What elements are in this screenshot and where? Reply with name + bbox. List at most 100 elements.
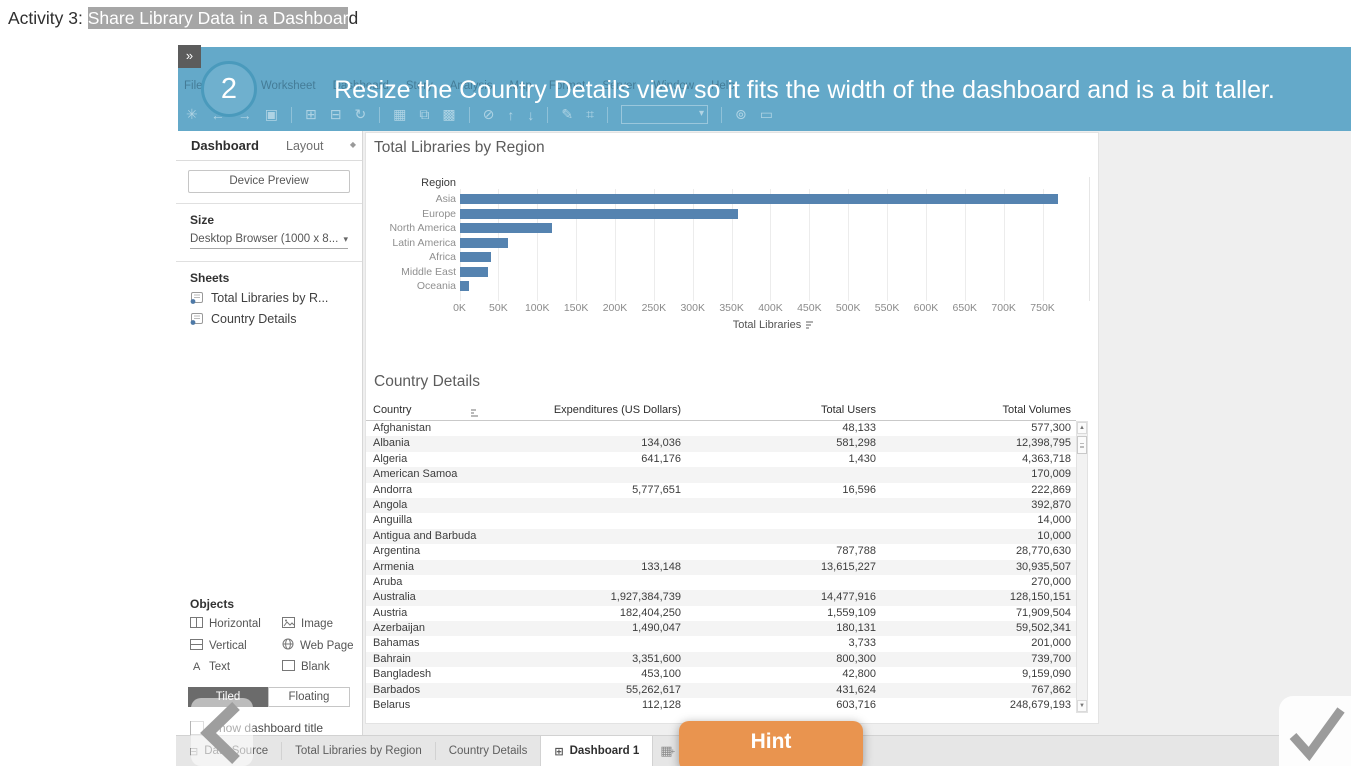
sheet-list-item[interactable]: Country Details <box>190 312 362 326</box>
menu-item-worksheet[interactable]: Worksheet <box>260 80 316 92</box>
table-row[interactable]: Albania 134,036 581,298 12,398,795 <box>366 436 1076 452</box>
size-dropdown[interactable]: Desktop Browser (1000 x 8... ▾ <box>190 233 348 249</box>
floating-button[interactable]: Floating <box>268 687 350 707</box>
object-item-vertical[interactable]: Vertical <box>190 638 282 653</box>
table-row[interactable]: Belarus 112,128 603,716 248,679,193 <box>366 698 1076 713</box>
expand-panel-button[interactable]: » <box>178 45 201 68</box>
chart-tick-label: 750K <box>1030 302 1055 314</box>
tableau-logo-icon[interactable]: ✳ <box>186 106 198 122</box>
chart-bar-north-america[interactable] <box>459 223 552 233</box>
table-row[interactable]: Australia 1,927,384,739 14,477,916 128,150,… <box>366 590 1076 606</box>
table-scrollbar[interactable]: ▲ ▼ <box>1076 421 1088 713</box>
sheet-tab-country-details[interactable]: Country Details <box>436 736 541 766</box>
chart-bar-oceania[interactable] <box>459 281 469 291</box>
sheet-list-item-label: Country Details <box>211 312 297 326</box>
chart-bar-europe[interactable] <box>459 208 738 219</box>
table-row[interactable]: American Samoa 170,009 <box>366 467 1076 483</box>
table-row[interactable]: Antigua and Barbuda 10,000 <box>366 528 1076 545</box>
chart-axis-label[interactable]: Total Libraries <box>459 319 1088 331</box>
menu-item-window[interactable]: Window <box>653 80 695 92</box>
sheet-list-item[interactable]: Total Libraries by R... <box>190 291 362 305</box>
divider <box>176 203 362 204</box>
image-icon <box>282 617 295 631</box>
auto-updates-icon[interactable]: ↻ <box>354 106 367 122</box>
sort-icon[interactable] <box>805 320 814 329</box>
table-row[interactable]: Armenia 133,148 13,615,227 30,935,507 <box>366 559 1076 575</box>
table-row[interactable]: Argentina 787,788 28,770,630 <box>366 544 1076 559</box>
fix-axes-icon[interactable]: ⊚ <box>735 106 747 122</box>
menu-item-server[interactable]: Server <box>602 80 637 92</box>
col-header-country[interactable]: Country <box>373 404 412 416</box>
table-row[interactable]: Azerbaijan 1,490,047 180,131 59,502,341 <box>366 621 1076 637</box>
new-worksheet-icon[interactable]: ▦ + <box>660 743 676 758</box>
table-row[interactable]: Austria 182,404,250 1,559,109 71,909,504 <box>366 606 1076 621</box>
menu-item-file[interactable]: File <box>184 80 203 92</box>
table-cell: 222,869 <box>1031 483 1071 496</box>
table-row[interactable]: Algeria 641,176 1,430 4,363,718 <box>366 452 1076 467</box>
table-row[interactable]: Aruba 270,000 <box>366 575 1076 590</box>
column-sort-icon[interactable] <box>470 407 479 417</box>
table-row[interactable]: Anguilla 14,000 <box>366 513 1076 528</box>
label-icon[interactable]: ⌗ <box>586 106 594 122</box>
toolbar-separator <box>547 106 549 123</box>
menu-item-format[interactable]: Format <box>548 80 586 92</box>
sheet-tab-label: Total Libraries by Region <box>295 745 422 757</box>
chart-bar-africa[interactable] <box>459 252 491 262</box>
highlight-icon[interactable]: ⊘ <box>482 106 495 122</box>
clear-sheet-icon[interactable]: ▩ <box>442 106 456 122</box>
tab-layout[interactable]: Layout <box>286 139 324 153</box>
table-cell: Bangladesh <box>373 668 432 681</box>
chart-tick-label: 0K <box>453 302 466 314</box>
col-header-total-users[interactable]: Total Users <box>820 404 876 416</box>
menu-item-dashboard[interactable]: Dashboard <box>332 80 389 92</box>
scroll-up-icon[interactable]: ▲ <box>1077 422 1087 434</box>
sort-ascending-icon[interactable]: ↑ <box>507 106 515 123</box>
scroll-down-icon[interactable]: ▼ <box>1077 700 1087 712</box>
fit-dropdown[interactable]: ▾ <box>621 105 708 124</box>
save-icon[interactable]: ▣ <box>264 106 278 122</box>
menu-item-map[interactable]: Map <box>509 80 532 92</box>
object-item-image[interactable]: Image <box>282 617 362 631</box>
scrollbar-thumb[interactable] <box>1077 436 1087 454</box>
col-header-total-volumes[interactable]: Total Volumes <box>1002 404 1071 416</box>
previous-step-arrow[interactable] <box>196 700 248 766</box>
table-row[interactable]: Barbados 55,262,617 431,624 767,862 <box>366 682 1076 699</box>
table-row[interactable]: Angola 392,870 <box>366 497 1076 514</box>
object-item-horizontal[interactable]: Horizontal <box>190 617 282 631</box>
hint-button[interactable]: Hint <box>679 721 863 766</box>
device-preview-button[interactable]: Device Preview <box>188 170 350 193</box>
table-row[interactable]: Bahamas 3,733 201,000 <box>366 636 1076 651</box>
table-row[interactable]: Andorra 5,777,651 16,596 222,869 <box>366 483 1076 498</box>
object-item-text[interactable]: A Text <box>190 660 282 674</box>
page-title-prefix: Activity 3: <box>8 8 88 28</box>
collapse-pane-icon[interactable]: ◆ <box>349 140 356 149</box>
chart-category-label: Asia <box>435 193 456 205</box>
menu-item-help[interactable]: Help <box>711 80 735 92</box>
chart-bar-middle-east[interactable] <box>459 266 489 277</box>
sheet-tab-dashboard-1[interactable]: ⊞ Dashboard 1 <box>540 736 654 766</box>
table-cell: Bahrain <box>373 652 411 665</box>
col-header-expenditures[interactable]: Expenditures (US Dollars) <box>553 404 681 416</box>
tab-dashboard[interactable]: Dashboard <box>191 138 259 153</box>
table-row[interactable]: Afghanistan 48,133 577,300 <box>366 421 1076 436</box>
object-item-web-page[interactable]: Web Page <box>282 638 362 653</box>
complete-step-check-icon[interactable] <box>1285 700 1347 762</box>
menu-item-story[interactable]: Story <box>405 80 433 92</box>
new-worksheet-icon[interactable]: ▦ <box>393 106 407 122</box>
add-data-icon[interactable]: ⊞ <box>304 106 317 122</box>
presentation-icon[interactable]: ▭ <box>759 106 773 122</box>
sort-descending-icon[interactable]: ↓ <box>527 106 535 123</box>
pause-updates-icon[interactable]: ⊟ <box>329 106 342 122</box>
duplicate-icon[interactable]: ⧉ <box>419 106 430 122</box>
chart-bar-latin-america[interactable] <box>459 237 509 248</box>
table-row[interactable]: Bangladesh 453,100 42,800 9,159,090 <box>366 667 1076 682</box>
objects-section-header: Objects <box>190 597 235 611</box>
chart-bar-asia[interactable] <box>459 194 1059 204</box>
sheet-tab-total-libraries-by-region[interactable]: Total Libraries by Region <box>282 736 435 766</box>
object-item-label: Image <box>301 618 333 630</box>
table-row[interactable]: Bahrain 3,351,600 800,300 739,700 <box>366 651 1076 668</box>
format-icon[interactable]: ✎ <box>561 106 574 122</box>
table-body[interactable]: Afghanistan 48,133 577,300 Albania 134,036 58… <box>366 421 1076 713</box>
menu-item-analysis[interactable]: Analysis <box>449 80 493 92</box>
object-item-blank[interactable]: Blank <box>282 660 362 674</box>
